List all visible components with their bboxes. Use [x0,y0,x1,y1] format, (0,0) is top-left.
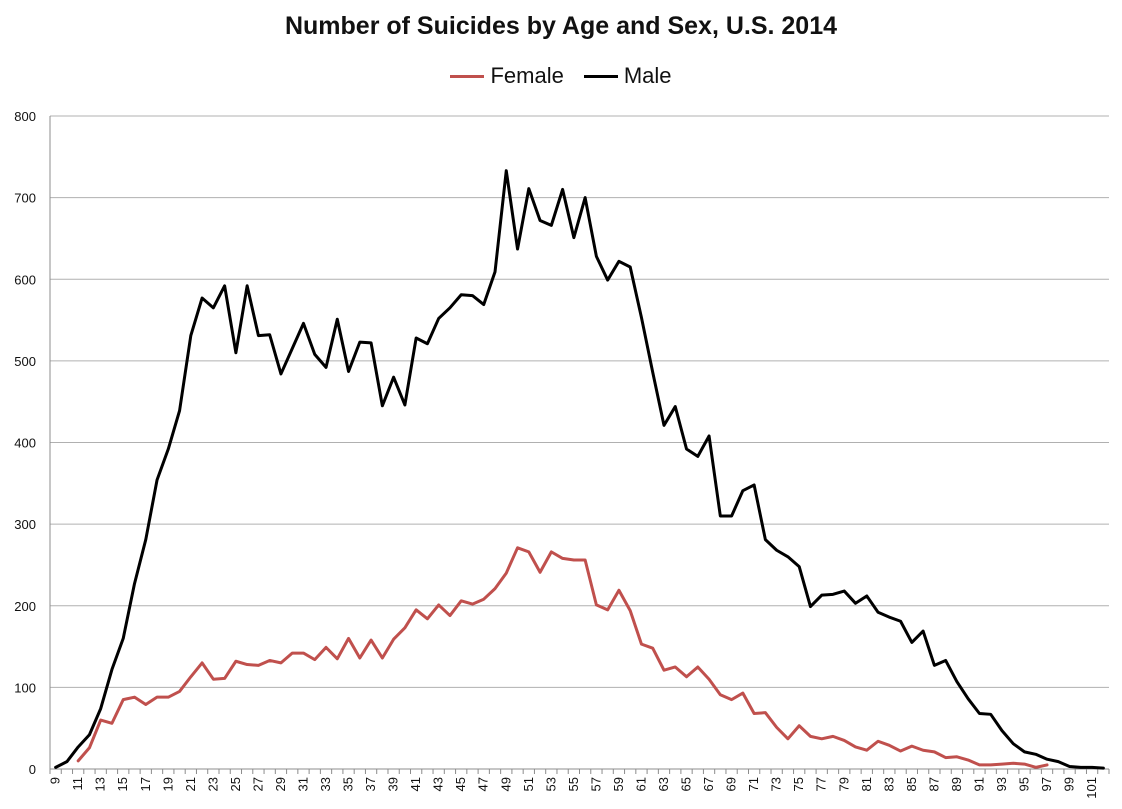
x-tick-label-65: 65 [679,777,694,791]
x-tick-label-51: 51 [521,777,536,791]
x-tick-label-73: 73 [769,777,784,791]
y-tick-label-500: 500 [14,354,36,369]
legend: Female Male [0,63,1122,89]
x-tick-label-53: 53 [543,777,558,791]
y-tick-label-800: 800 [14,109,36,124]
legend-swatch-female [450,74,485,78]
x-tick-label-11: 11 [70,777,85,791]
x-tick-label-13: 13 [93,777,108,791]
x-tick-label-75: 75 [791,777,806,791]
x-tick-label-91: 91 [971,777,986,791]
x-tick-label-71: 71 [746,777,761,791]
x-tick-label-41: 41 [408,777,423,791]
x-tick-label-87: 87 [926,777,941,791]
x-tick-label-17: 17 [138,777,153,791]
x-tick-label-27: 27 [250,777,265,791]
x-tick-label-69: 69 [724,777,739,791]
x-tick-label-97: 97 [1039,777,1054,791]
x-tick-label-101: 101 [1084,777,1099,799]
y-tick-label-100: 100 [14,680,36,695]
x-tick-label-19: 19 [160,777,175,791]
y-tick-label-400: 400 [14,436,36,451]
x-tick-label-23: 23 [205,777,220,791]
y-tick-label-700: 700 [14,191,36,206]
x-tick-label-67: 67 [701,777,716,791]
x-tick-label-15: 15 [115,777,130,791]
x-tick-label-93: 93 [994,777,1009,791]
x-tick-label-39: 39 [386,777,401,791]
y-tick-label-300: 300 [14,517,36,532]
x-tick-label-77: 77 [814,777,829,791]
x-tick-label-25: 25 [228,777,243,791]
x-tick-label-47: 47 [476,777,491,791]
x-tick-label-85: 85 [904,777,919,791]
x-tick-label-79: 79 [836,777,851,791]
x-tick-label-29: 29 [273,777,288,791]
x-tick-label-55: 55 [566,777,581,791]
axis-layer [49,116,1110,774]
x-tick-label-61: 61 [633,777,648,791]
x-tick-label-37: 37 [363,777,378,791]
y-tick-label-0: 0 [29,762,36,777]
x-tick-label-81: 81 [859,777,874,791]
x-tick-label-33: 33 [318,777,333,791]
series-line-male [54,169,1105,770]
x-tick-label-31: 31 [295,777,310,791]
x-tick-label-89: 89 [949,777,964,791]
x-tick-label-45: 45 [453,777,468,791]
x-tick-label-9: 9 [48,777,63,784]
y-tick-label-200: 200 [14,599,36,614]
legend-item-female: Female [450,63,564,89]
x-tick-label-35: 35 [341,777,356,791]
x-tick-label-83: 83 [881,777,896,791]
x-tick-label-43: 43 [431,777,446,791]
x-tick-label-21: 21 [183,777,198,791]
x-tick-label-49: 49 [498,777,513,791]
legend-swatch-male [583,74,618,78]
x-tick-label-57: 57 [588,777,603,791]
series-layer [54,169,1105,770]
series-line-female [76,546,1049,769]
legend-label-male: Male [623,63,672,88]
x-tick-label-59: 59 [611,777,626,791]
y-tick-label-600: 600 [14,272,36,287]
x-tick-label-95: 95 [1017,777,1032,791]
x-tick-label-99: 99 [1062,777,1077,791]
legend-label-female: Female [490,63,564,88]
legend-item-male: Male [583,63,672,89]
x-tick-label-63: 63 [656,777,671,791]
chart-title: Number of Suicides by Age and Sex, U.S. … [284,12,838,40]
